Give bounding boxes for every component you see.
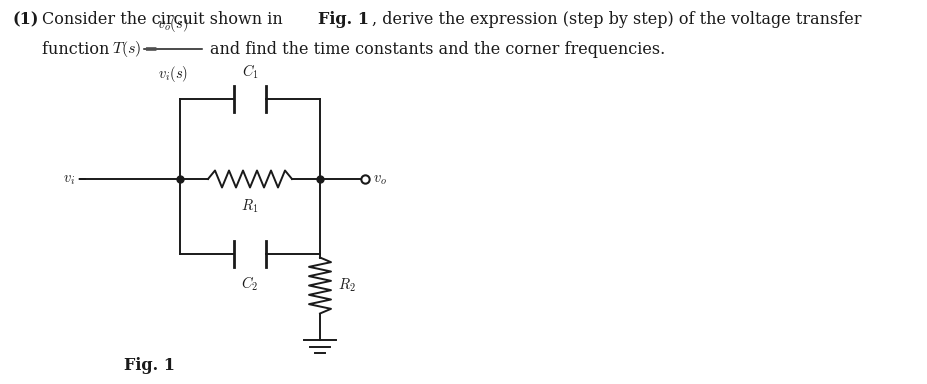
Text: , derive the expression (step by step) of the voltage transfer: , derive the expression (step by step) o… [372,11,860,28]
Text: function: function [42,40,114,58]
Text: and find the time constants and the corner frequencies.: and find the time constants and the corn… [210,40,665,58]
Text: $T(s)=$: $T(s)=$ [112,39,158,59]
Text: $R_2$: $R_2$ [337,277,355,294]
Text: $v_o$: $v_o$ [373,172,387,187]
Text: Consider the circuit shown in: Consider the circuit shown in [42,11,287,28]
Text: (1): (1) [13,11,39,28]
Text: $R_1$: $R_1$ [241,197,259,215]
Text: $v_o(s)$: $v_o(s)$ [157,13,188,33]
Text: Fig. 1: Fig. 1 [124,357,175,374]
Text: $v_i$: $v_i$ [63,172,75,187]
Text: $C_2$: $C_2$ [241,275,259,293]
Text: Fig. 1: Fig. 1 [318,11,369,28]
Text: $v_i(s)$: $v_i(s)$ [158,65,188,84]
Text: $C_1$: $C_1$ [241,63,258,81]
